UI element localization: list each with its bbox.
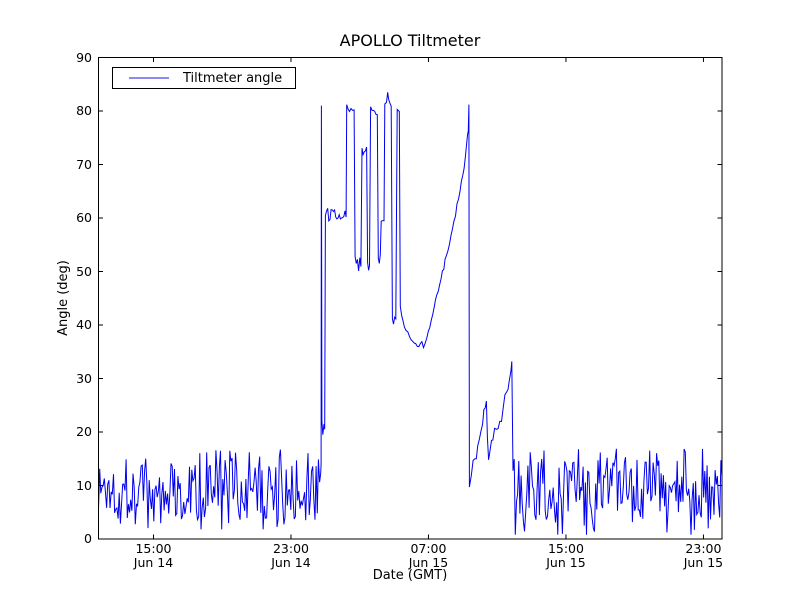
y-tick-label: 30 <box>76 370 92 386</box>
x-tick-date: Jun 15 <box>546 555 586 570</box>
tiltmeter-line <box>98 92 722 535</box>
y-tick-label: 20 <box>76 424 92 439</box>
legend-label: Tiltmeter angle <box>183 70 283 86</box>
y-tick-label: 50 <box>76 263 92 279</box>
x-tick-label: 15:00 Jun 14 <box>111 542 195 570</box>
legend-line-sample-icon <box>129 77 169 79</box>
y-tick-label: 70 <box>76 156 92 172</box>
x-tick-date: Jun 15 <box>408 555 449 570</box>
axes-frame <box>98 57 723 540</box>
x-tick-label: 15:00 Jun 15 <box>524 542 608 570</box>
y-tick-label: 10 <box>76 477 92 493</box>
y-tick-label: 80 <box>76 103 92 118</box>
chart-title: APOLLO Tiltmeter <box>339 31 481 50</box>
y-tick-label: 0 <box>84 531 92 546</box>
x-tick-label: 07:00 Jun 15 <box>386 542 470 570</box>
y-tick-label: 60 <box>76 210 92 225</box>
y-tick-label: 40 <box>76 317 92 332</box>
legend: Tiltmeter angle <box>112 67 296 89</box>
x-tick-date: Jun 14 <box>133 555 174 570</box>
y-axis-label: Angle (deg) <box>56 260 71 336</box>
x-tick-label: 23:00 Jun 15 <box>661 542 745 570</box>
x-axis-label: Date (GMT) <box>372 568 448 583</box>
x-tick-date: Jun 14 <box>271 555 311 570</box>
y-tick-label: 90 <box>76 49 92 65</box>
x-tick-label: 23:00 Jun 14 <box>249 542 333 570</box>
x-tick-date: Jun 15 <box>683 555 724 570</box>
